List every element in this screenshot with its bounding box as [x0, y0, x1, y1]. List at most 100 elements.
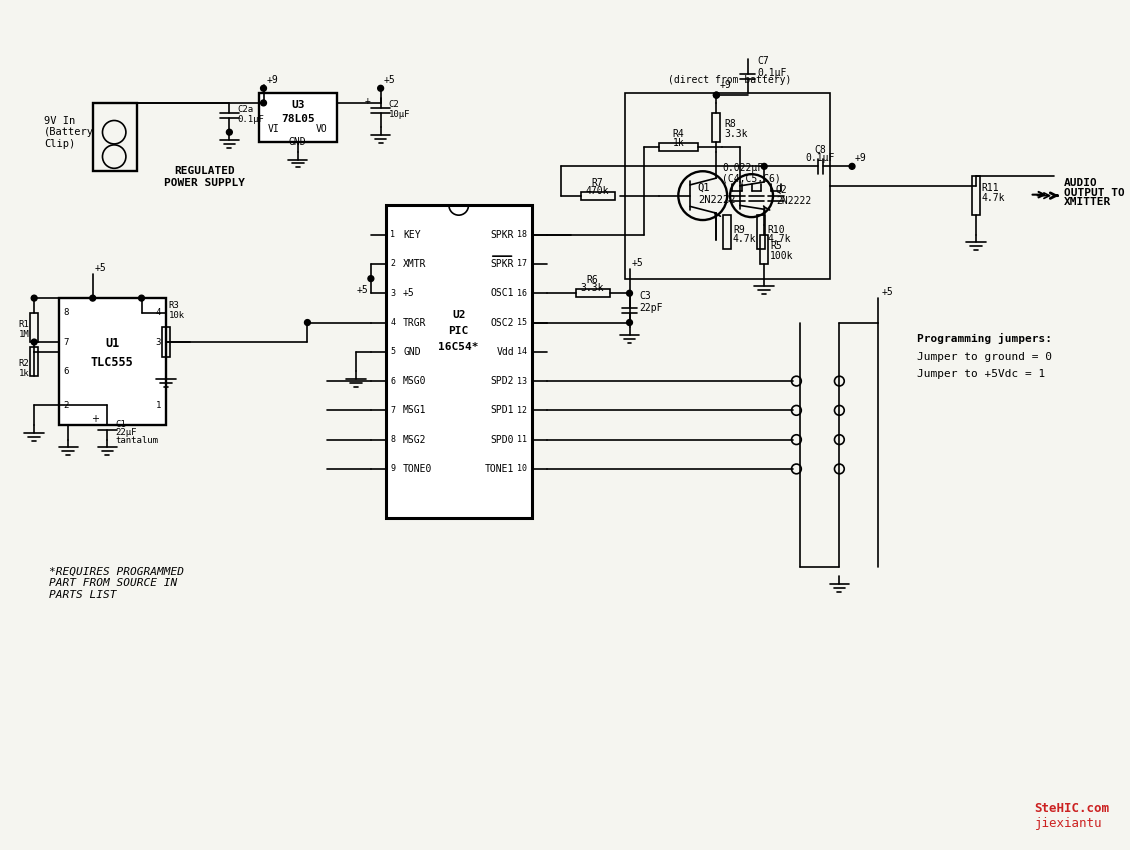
Text: 15: 15: [518, 318, 527, 327]
Text: tantalum: tantalum: [115, 435, 158, 445]
Text: C7
0.1µF: C7 0.1µF: [757, 56, 786, 77]
Circle shape: [261, 85, 267, 91]
Circle shape: [368, 275, 374, 281]
Circle shape: [713, 92, 720, 98]
Text: *REQUIRES PROGRAMMED
PART FROM SOURCE IN
PARTS LIST: *REQUIRES PROGRAMMED PART FROM SOURCE IN…: [49, 566, 184, 600]
Text: SPD2: SPD2: [490, 376, 514, 386]
Text: 8: 8: [63, 309, 69, 317]
Text: 6: 6: [390, 377, 395, 386]
Text: +5: +5: [881, 287, 893, 298]
Text: 0.1µF: 0.1µF: [806, 152, 835, 162]
Circle shape: [226, 129, 233, 135]
Text: 16C54*: 16C54*: [438, 342, 479, 352]
Text: +9: +9: [855, 152, 867, 162]
Text: U3: U3: [290, 99, 304, 110]
Text: SPKR: SPKR: [490, 259, 514, 269]
Text: Programming jumpers:: Programming jumpers:: [918, 333, 1052, 344]
Bar: [757, 215, 765, 249]
Bar: [385, 206, 532, 518]
Text: Jumper to +5Vdc = 1: Jumper to +5Vdc = 1: [918, 369, 1045, 379]
Circle shape: [261, 100, 267, 106]
Text: 1: 1: [390, 230, 395, 239]
Text: XMTR: XMTR: [403, 259, 427, 269]
Text: 16: 16: [518, 289, 527, 297]
Bar: [659, 143, 698, 150]
Bar: [162, 327, 169, 357]
Text: C1: C1: [115, 420, 125, 429]
Text: GND: GND: [289, 137, 306, 147]
Text: 1M: 1M: [18, 330, 29, 339]
Text: Q1: Q1: [698, 183, 711, 193]
Text: C3
22pF: C3 22pF: [640, 292, 663, 313]
Text: XMITTER: XMITTER: [1063, 197, 1111, 207]
Text: 18: 18: [518, 230, 527, 239]
Circle shape: [139, 295, 145, 301]
Text: 1k: 1k: [18, 369, 29, 378]
Text: +: +: [90, 414, 98, 424]
Text: AUDIO: AUDIO: [1063, 178, 1097, 188]
Text: R7: R7: [591, 178, 603, 188]
Text: MSG1: MSG1: [403, 405, 427, 416]
Text: R2: R2: [18, 360, 29, 368]
Text: OSC2: OSC2: [490, 318, 514, 327]
Text: +9: +9: [720, 80, 731, 90]
Text: SPD1: SPD1: [490, 405, 514, 416]
Text: 2: 2: [63, 401, 69, 410]
Text: TRGR: TRGR: [403, 318, 427, 327]
Text: KEY: KEY: [403, 230, 420, 240]
Text: 2: 2: [390, 259, 395, 269]
Circle shape: [304, 320, 311, 326]
Text: +5: +5: [403, 288, 415, 298]
Text: +5: +5: [356, 286, 368, 295]
Text: 4: 4: [390, 318, 395, 327]
Bar: [31, 313, 38, 342]
Text: +5: +5: [632, 258, 643, 268]
Bar: [760, 235, 768, 264]
Text: R6: R6: [586, 275, 598, 286]
Text: 7: 7: [390, 405, 395, 415]
Text: VI: VI: [268, 124, 279, 134]
Text: 100k: 100k: [770, 251, 793, 261]
Text: MSG0: MSG0: [403, 376, 427, 386]
Text: 0.022µF: 0.022µF: [722, 163, 764, 173]
Text: 3: 3: [390, 289, 395, 297]
Text: 9: 9: [390, 464, 395, 473]
Text: PIC: PIC: [449, 326, 469, 337]
Text: (C4,C5,C6): (C4,C5,C6): [722, 173, 781, 183]
Text: +5: +5: [383, 76, 396, 85]
Bar: [581, 192, 615, 200]
Text: R3: R3: [168, 301, 180, 310]
Text: R1: R1: [18, 320, 29, 330]
Text: R10: R10: [767, 224, 784, 235]
Text: jiexiantu: jiexiantu: [1035, 817, 1102, 830]
Text: 13: 13: [518, 377, 527, 386]
Text: R8: R8: [724, 119, 736, 129]
Text: OSC1: OSC1: [490, 288, 514, 298]
Text: TONE1: TONE1: [485, 464, 514, 474]
Text: 7: 7: [63, 337, 69, 347]
Bar: [31, 347, 38, 377]
Text: GND: GND: [403, 347, 420, 357]
Text: 8: 8: [390, 435, 395, 445]
Text: 11: 11: [518, 435, 527, 445]
Text: SPD0: SPD0: [490, 434, 514, 445]
Text: C8: C8: [814, 144, 826, 155]
Text: OUTPUT TO: OUTPUT TO: [1063, 188, 1124, 198]
Text: 17: 17: [518, 259, 527, 269]
Text: 1: 1: [156, 401, 162, 410]
Text: SPKR: SPKR: [490, 259, 514, 269]
Text: C2
10µF: C2 10µF: [389, 100, 410, 120]
Circle shape: [627, 320, 633, 326]
Circle shape: [762, 163, 767, 169]
Bar: [723, 215, 731, 249]
Bar: [259, 94, 337, 142]
Text: 12: 12: [518, 405, 527, 415]
Circle shape: [627, 291, 633, 296]
Text: 3: 3: [156, 337, 162, 347]
Text: Jumper to ground = 0: Jumper to ground = 0: [918, 352, 1052, 361]
Text: 10: 10: [518, 464, 527, 473]
Bar: [93, 103, 137, 171]
Text: 78L05: 78L05: [280, 115, 314, 124]
Text: U1: U1: [105, 337, 120, 350]
Text: +: +: [365, 96, 371, 106]
